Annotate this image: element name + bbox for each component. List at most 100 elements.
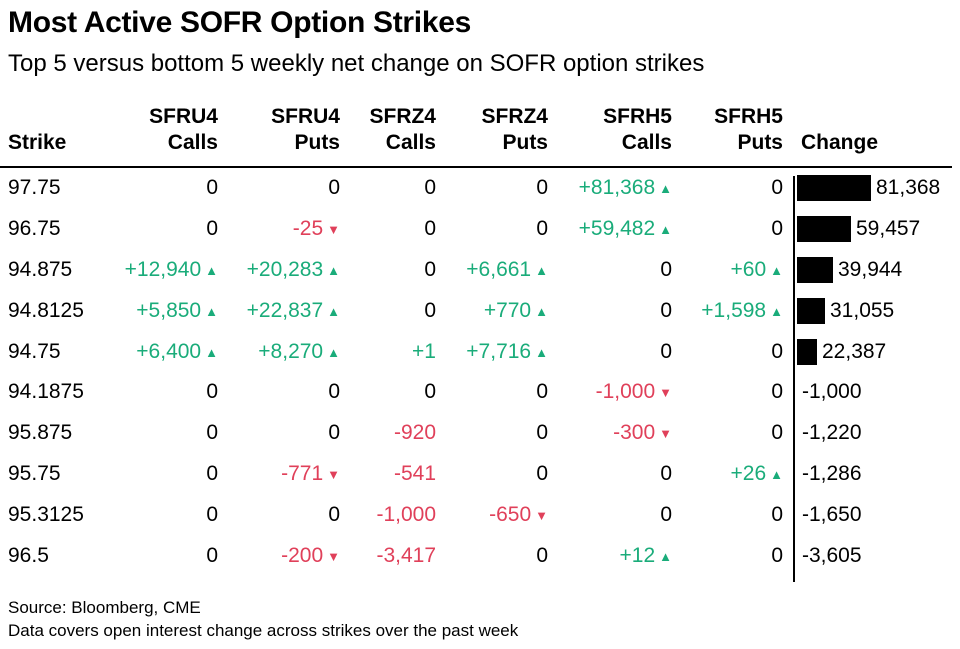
change-label: 59,457 — [856, 217, 921, 241]
up-arrow-icon: ▲ — [327, 303, 340, 319]
change-cell: 59,457 — [793, 209, 952, 250]
value-text: 0 — [536, 421, 548, 445]
up-arrow-icon: ▲ — [659, 181, 672, 197]
value-text: 0 — [660, 461, 672, 485]
value-text: 0 — [328, 380, 340, 404]
value-cell: 0 — [682, 413, 793, 454]
strike-cell: 94.75 — [8, 339, 61, 363]
value-text: +5,850 — [136, 298, 202, 322]
value-cell: -771 ▼ — [228, 454, 350, 495]
value-cell: 0 — [101, 372, 228, 413]
up-arrow-icon: ▲ — [659, 222, 672, 238]
value-text: 0 — [424, 298, 436, 322]
change-label: 39,944 — [838, 257, 903, 281]
change-label: -1,000 — [802, 380, 862, 404]
value-text: +6,661 — [466, 257, 532, 281]
table-row: 94.1875 0 0 0 0 -1,000 ▼ 0 -1,000 — [0, 372, 952, 413]
value-cell: 0 — [446, 454, 558, 495]
up-arrow-icon: ▲ — [770, 262, 783, 278]
up-arrow-icon: ▲ — [205, 262, 218, 278]
header-col: SFRH5 Calls — [558, 104, 682, 168]
value-text: 0 — [771, 217, 783, 241]
table-row: 95.75 0 -771 ▼ -541 0 0 +26 ▲ -1,286 — [0, 454, 952, 495]
table-row: 95.3125 0 0 -1,000 -650 ▼ 0 0 -1,650 — [0, 494, 952, 535]
header-col-top: SFRH5 — [603, 105, 672, 128]
value-cell: +20,283 ▲ — [228, 250, 350, 291]
table-row: 94.875 +12,940 ▲ +20,283 ▲ 0 +6,661 ▲ 0 +60 ▲ 39,94… — [0, 250, 952, 291]
value-cell: -300 ▼ — [558, 413, 682, 454]
header-col: SFRU4 Puts — [228, 104, 350, 168]
header-col: SFRZ4 Calls — [350, 104, 446, 168]
value-cell: 0 — [101, 535, 228, 576]
table-row: 97.75 0 0 0 0 +81,368 ▲ 0 81,368 — [0, 167, 952, 209]
value-cell: 0 — [682, 494, 793, 535]
down-arrow-icon: ▼ — [327, 222, 340, 238]
strike-cell: 95.3125 — [8, 502, 84, 526]
strikes-table: Strike SFRU4 Calls SFRU4 Puts SFRZ4 Calls S… — [0, 104, 952, 576]
strike-cell: 95.875 — [8, 421, 73, 445]
value-cell: 0 — [682, 209, 793, 250]
value-text: 0 — [771, 176, 783, 200]
header-col: SFRU4 Calls — [101, 104, 228, 168]
value-cell: 0 — [558, 331, 682, 372]
source-note: Source: Bloomberg, CME — [8, 598, 201, 617]
value-cell: 0 — [446, 167, 558, 209]
value-text: -3,417 — [376, 543, 436, 567]
value-text: -25 — [292, 217, 324, 241]
change-label: 31,055 — [830, 298, 895, 322]
chart-subtitle: Top 5 versus bottom 5 weekly net change … — [8, 50, 705, 77]
value-text: +59,482 — [578, 217, 656, 241]
value-text: +26 — [730, 461, 767, 485]
value-text: +8,270 — [258, 339, 324, 363]
value-cell: 0 — [350, 167, 446, 209]
value-cell: -650 ▼ — [446, 494, 558, 535]
down-arrow-icon: ▼ — [659, 426, 672, 442]
value-text: 0 — [536, 380, 548, 404]
header-col-top: SFRU4 — [149, 105, 218, 128]
value-cell: -541 — [350, 454, 446, 495]
value-cell: 0 — [228, 413, 350, 454]
value-text: +20,283 — [246, 257, 324, 281]
value-cell: 0 — [101, 494, 228, 535]
value-cell: +60 ▲ — [682, 250, 793, 291]
up-arrow-icon: ▲ — [535, 303, 548, 319]
chart-title: Most Active SOFR Option Strikes — [8, 6, 471, 39]
value-text: 0 — [660, 339, 672, 363]
value-text: 0 — [536, 461, 548, 485]
value-text: 0 — [328, 502, 340, 526]
value-cell: 0 — [558, 250, 682, 291]
table-row: 95.875 0 0 -920 0 -300 ▼ 0 -1,220 — [0, 413, 952, 454]
value-text: +12,940 — [124, 257, 202, 281]
value-text: +60 — [730, 257, 767, 281]
header-col-bottom: Calls — [385, 131, 436, 154]
value-cell: 0 — [228, 494, 350, 535]
down-arrow-icon: ▼ — [535, 507, 548, 523]
up-arrow-icon: ▲ — [770, 466, 783, 482]
strike-cell: 94.875 — [8, 257, 73, 281]
change-bar — [797, 175, 871, 202]
header-col-bottom: Puts — [502, 131, 548, 154]
value-cell: 0 — [101, 209, 228, 250]
header-col-top: SFRU4 — [271, 105, 340, 128]
header-row: Strike SFRU4 Calls SFRU4 Puts SFRZ4 Calls S… — [0, 104, 952, 168]
value-text: +1 — [412, 339, 436, 363]
strike-cell: 95.75 — [8, 461, 61, 485]
down-arrow-icon: ▼ — [659, 385, 672, 401]
value-cell: +26 ▲ — [682, 454, 793, 495]
value-cell: 0 — [682, 167, 793, 209]
header-col-bottom: Calls — [167, 131, 218, 154]
header-col-bottom: Calls — [621, 131, 672, 154]
value-text: 0 — [206, 421, 218, 445]
value-cell: 0 — [350, 372, 446, 413]
value-text: 0 — [206, 461, 218, 485]
header-strike: Strike — [0, 104, 101, 168]
value-text: 0 — [424, 380, 436, 404]
value-cell: 0 — [228, 372, 350, 413]
change-cell: -1,286 — [793, 454, 952, 495]
value-cell: 0 — [350, 250, 446, 291]
value-text: -771 — [281, 461, 324, 485]
change-bar — [797, 216, 851, 243]
header-change: Change — [793, 104, 952, 168]
value-text: 0 — [536, 543, 548, 567]
change-bar — [797, 256, 833, 283]
